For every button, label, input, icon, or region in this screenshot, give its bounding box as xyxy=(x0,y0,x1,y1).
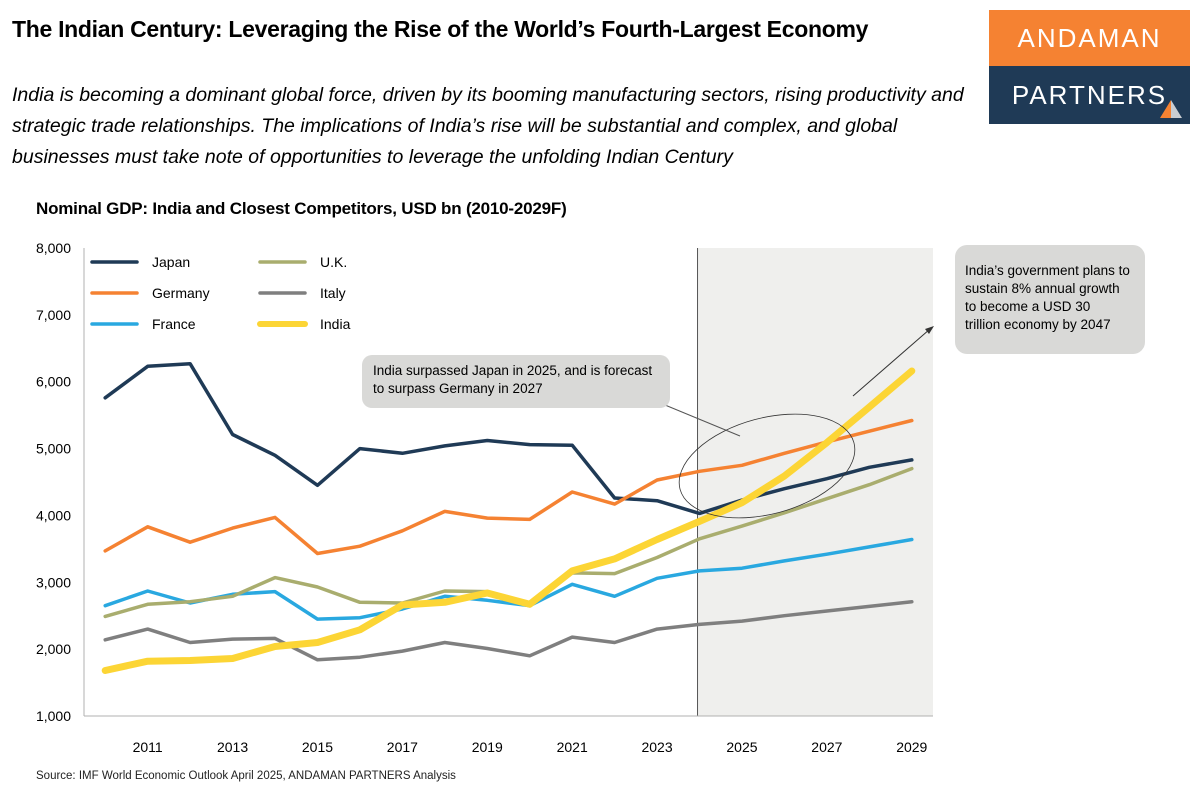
y-tick-label: 2,000 xyxy=(36,641,71,657)
x-tick-label: 2017 xyxy=(387,739,418,755)
legend-label: Italy xyxy=(320,285,346,301)
crossover-ellipse xyxy=(678,413,856,519)
logo-bottom: PARTNERS xyxy=(989,66,1190,124)
x-tick-label: 2019 xyxy=(472,739,503,755)
logo-line2: PARTNERS xyxy=(1011,79,1168,110)
andaman-partners-logo: ANDAMAN PARTNERS xyxy=(989,10,1190,124)
series-line-germany xyxy=(103,418,914,556)
y-tick-label: 8,000 xyxy=(36,240,71,256)
target-annotation: India’s government plans to sustain 8% an… xyxy=(965,263,1130,332)
x-tick-label: 2029 xyxy=(896,739,927,755)
page-subtitle: India is becoming a dominant global forc… xyxy=(12,84,964,168)
page-title: The Indian Century: Leveraging the Rise … xyxy=(12,16,869,42)
series-line-italy xyxy=(103,599,914,662)
legend-label: Germany xyxy=(152,285,210,301)
legend-label: Japan xyxy=(152,254,190,270)
legend-label: U.K. xyxy=(320,254,347,270)
target-arrow-head xyxy=(925,326,934,334)
surpass-annotation: India surpassed Japan in 2025, and is fo… xyxy=(373,363,652,396)
logo-top: ANDAMAN xyxy=(989,10,1190,66)
x-tick-label: 2011 xyxy=(133,739,163,755)
y-tick-label: 1,000 xyxy=(36,708,71,724)
source-note: Source: IMF World Economic Outlook April… xyxy=(36,770,456,782)
x-tick-label: 2013 xyxy=(217,739,248,755)
logo-triangle-icon xyxy=(1160,100,1182,118)
y-tick-label: 5,000 xyxy=(36,441,71,457)
x-tick-label: 2015 xyxy=(302,739,333,755)
y-tick-label: 4,000 xyxy=(36,507,71,523)
target-arrow-line xyxy=(852,328,931,397)
callout-box-surpass xyxy=(362,355,670,408)
logo-line1: ANDAMAN xyxy=(1017,22,1162,53)
y-tick-label: 7,000 xyxy=(36,307,71,323)
y-tick-label: 6,000 xyxy=(36,374,71,390)
y-tick-label: 3,000 xyxy=(36,574,71,590)
legend-label: France xyxy=(152,316,196,332)
series-line-japan xyxy=(103,361,914,516)
callout-box-target xyxy=(955,245,1145,354)
x-tick-label: 2023 xyxy=(641,739,672,755)
x-tick-label: 2027 xyxy=(811,739,842,755)
series-line-india xyxy=(101,367,916,674)
legend-label: India xyxy=(320,316,351,332)
x-tick-label: 2021 xyxy=(557,739,588,755)
callout-leader-line xyxy=(664,404,741,437)
x-tick-label: 2025 xyxy=(726,739,757,755)
chart-title: Nominal GDP: India and Closest Competito… xyxy=(36,199,567,218)
